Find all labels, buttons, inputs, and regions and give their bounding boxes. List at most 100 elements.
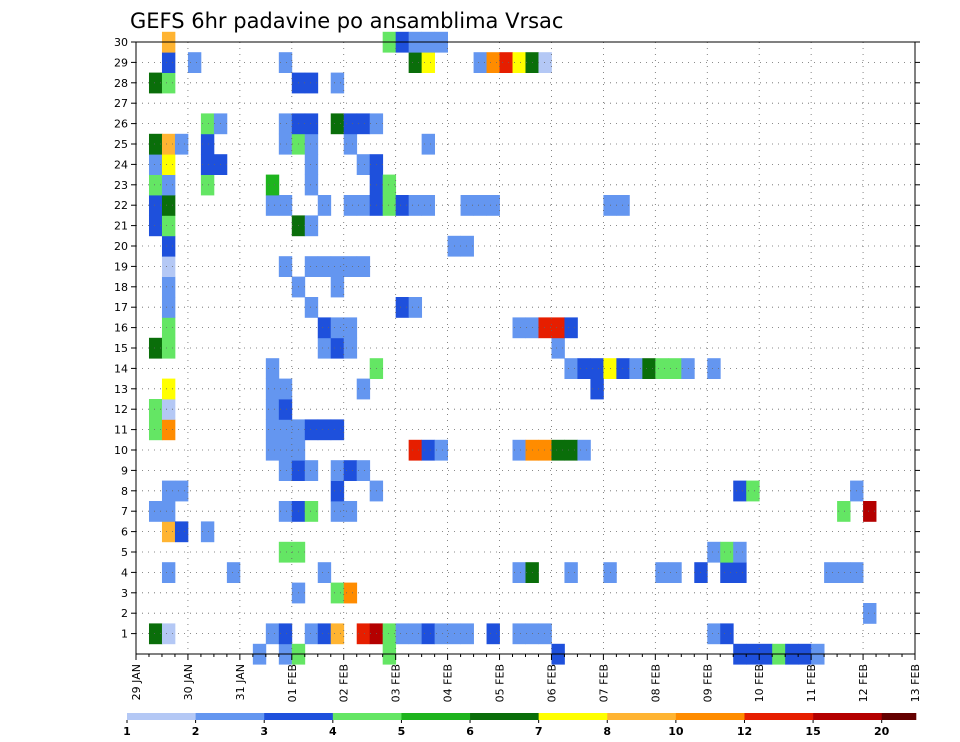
heatmap-cell: [304, 623, 319, 645]
y-tick-label: 18: [114, 281, 128, 294]
heatmap-cell: [278, 439, 293, 461]
colorbar-label: 8: [603, 725, 611, 738]
colorbar-segment: [127, 713, 196, 720]
heatmap-cell: [161, 52, 176, 73]
heatmap-cell: [720, 562, 734, 583]
heatmap-cell: [304, 72, 319, 94]
x-tick-label: 02 FEB: [338, 664, 351, 702]
heatmap-cell: [161, 480, 176, 502]
heatmap-cell: [148, 72, 163, 94]
heatmap-cell: [538, 623, 552, 645]
x-tick-label: 13 FEB: [909, 664, 922, 702]
heatmap-cell: [161, 521, 176, 543]
colorbar-label: 15: [805, 725, 820, 738]
x-tick-label: 08 FEB: [649, 664, 662, 702]
heatmap-cell: [278, 460, 293, 481]
heatmap-cell: [304, 154, 319, 175]
heatmap-cell: [343, 460, 358, 481]
heatmap-cell: [642, 358, 656, 379]
heatmap-cell: [265, 399, 280, 420]
heatmap-cell: [304, 460, 319, 481]
heatmap-cell: [421, 52, 436, 73]
heatmap-cell: [278, 378, 293, 400]
heatmap-cell: [343, 256, 358, 277]
heatmap-cell: [317, 317, 332, 339]
heatmap-cell: [278, 113, 293, 135]
heatmap-cell: [356, 623, 371, 645]
heatmap-cell: [863, 501, 877, 522]
y-tick-label: 15: [114, 342, 128, 355]
heatmap-cell: [460, 195, 474, 216]
heatmap-cell: [148, 215, 163, 237]
heatmap-cell: [304, 501, 319, 522]
heatmap-cell: [265, 419, 280, 441]
heatmap-cell: [564, 562, 578, 583]
heatmap-cell: [265, 623, 280, 645]
heatmap-cell: [395, 623, 410, 645]
y-tick-label: 24: [114, 158, 128, 171]
y-tick-label: 29: [114, 56, 128, 69]
heatmap-cell: [317, 195, 332, 216]
heatmap-cell: [863, 603, 877, 624]
heatmap-cell: [408, 297, 423, 318]
heatmap-cell: [343, 113, 358, 135]
x-tick-label: 10 FEB: [753, 664, 766, 702]
heatmap-cell: [356, 195, 371, 216]
heatmap-cell: [421, 439, 436, 461]
heatmap-cell: [200, 521, 215, 543]
heatmap-cell: [330, 582, 345, 604]
heatmap-cell: [278, 256, 293, 277]
y-tick-label: 3: [121, 587, 128, 600]
heatmap-cell: [148, 174, 163, 196]
x-tick-label: 31 JAN: [234, 664, 247, 700]
heatmap-cell: [707, 541, 721, 563]
heatmap-cell: [512, 623, 526, 645]
y-tick-label: 30: [114, 36, 128, 49]
heatmap-cell: [161, 501, 176, 522]
heatmap-cell: [278, 133, 293, 155]
y-tick-label: 7: [121, 505, 128, 518]
heatmap-cell: [265, 378, 280, 400]
heatmap-cell: [200, 113, 215, 135]
y-tick-label: 5: [121, 546, 128, 559]
y-tick-label: 23: [114, 179, 128, 192]
heatmap-cell: [304, 215, 319, 237]
colorbar-label: 1: [123, 725, 131, 738]
heatmap-cell: [824, 562, 838, 583]
heatmap-cell: [317, 419, 332, 441]
heatmap-cell: [486, 623, 500, 645]
colorbar-segment: [264, 713, 334, 720]
heatmap-cell: [161, 317, 176, 339]
heatmap-cell: [434, 623, 448, 645]
x-tick-label: 29 JAN: [130, 664, 143, 700]
y-tick-label: 12: [114, 403, 128, 416]
heatmap-cell: [551, 337, 565, 359]
y-tick-label: 8: [121, 485, 128, 498]
heatmap-cell: [161, 562, 176, 583]
heatmap-cell: [265, 174, 280, 196]
heatmap-cell: [499, 52, 513, 73]
heatmap-cell: [265, 195, 280, 216]
chart-title: GEFS 6hr padavine po ansamblima Vrsac: [130, 9, 563, 33]
colorbar-label: 10: [668, 725, 684, 738]
y-tick-label: 21: [114, 220, 128, 233]
heatmap-cell: [421, 623, 436, 645]
heatmap-cell: [408, 439, 423, 461]
heatmap-cell: [733, 541, 747, 563]
y-tick-label: 9: [121, 464, 128, 477]
heatmap-cell: [564, 439, 578, 461]
colorbar-label: 12: [737, 725, 752, 738]
heatmap-cell: [330, 72, 345, 94]
heatmap-cell: [317, 623, 332, 645]
heatmap-cell: [148, 154, 163, 175]
heatmap-cell: [512, 439, 526, 461]
heatmap-cell: [460, 623, 474, 645]
heatmap-cell: [161, 133, 176, 155]
x-tick-label: 07 FEB: [597, 664, 610, 702]
heatmap-cell: [434, 439, 448, 461]
heatmap-cell: [278, 501, 293, 522]
heatmap-cell: [655, 358, 669, 379]
heatmap-cell: [343, 317, 358, 339]
heatmap-cell: [148, 195, 163, 216]
heatmap-cell: [304, 297, 319, 318]
